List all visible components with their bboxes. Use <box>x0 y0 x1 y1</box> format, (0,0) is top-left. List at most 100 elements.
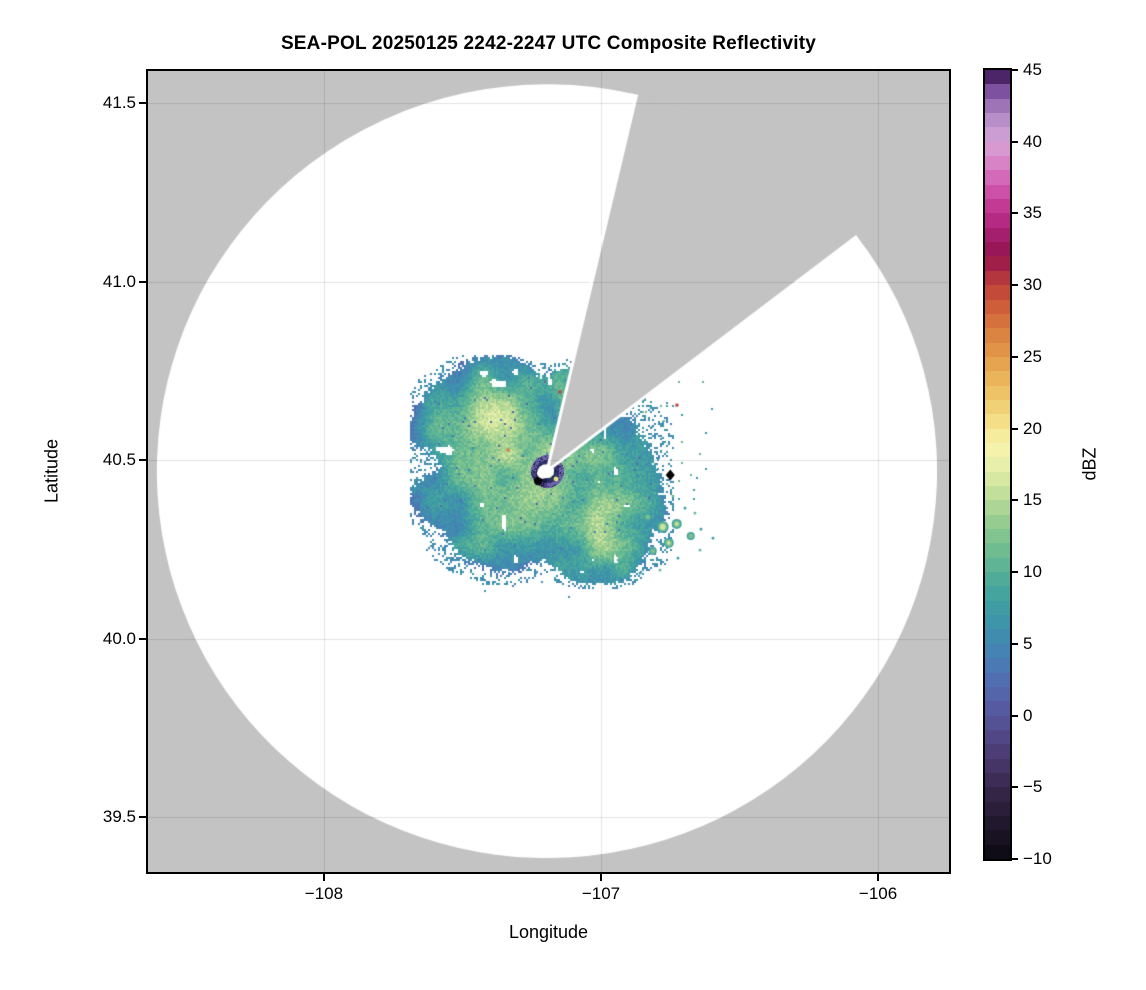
colorbar-band <box>985 845 1010 859</box>
colorbar-band <box>985 529 1010 543</box>
colorbar <box>983 68 1012 861</box>
colorbar-label: dBZ <box>1079 447 1100 481</box>
colorbar-tick-label: 30 <box>1023 275 1042 295</box>
colorbar-tick <box>1012 642 1018 645</box>
colorbar-band <box>985 457 1010 472</box>
x-tick-label: −106 <box>858 884 898 903</box>
colorbar-band <box>985 716 1010 730</box>
colorbar-band <box>985 99 1010 113</box>
colorbar-band <box>985 773 1010 787</box>
colorbar-tick-label: 10 <box>1023 562 1042 582</box>
x-tick <box>877 874 880 881</box>
colorbar-tick <box>1012 284 1018 287</box>
colorbar-band <box>985 802 1010 816</box>
page-title: SEA-POL 20250125 2242-2247 UTC Composite… <box>280 33 817 54</box>
colorbar-band <box>985 242 1010 256</box>
colorbar-band <box>985 629 1010 644</box>
colorbar-band <box>985 443 1010 457</box>
colorbar-tick-label: 40 <box>1023 131 1042 151</box>
colorbar-tick-label: 35 <box>1023 203 1042 223</box>
colorbar-tick-label: 15 <box>1023 490 1042 510</box>
colorbar-tick <box>1012 355 1018 358</box>
colorbar-band <box>985 142 1010 156</box>
x-tick-label: −107 <box>581 884 621 903</box>
colorbar-band <box>985 328 1010 343</box>
colorbar-band <box>985 199 1010 213</box>
colorbar-band <box>985 414 1010 429</box>
colorbar-band <box>985 543 1010 558</box>
y-tick <box>139 102 146 105</box>
colorbar-band <box>985 386 1010 400</box>
colorbar-tick <box>1012 427 1018 430</box>
y-tick <box>139 816 146 819</box>
colorbar-band <box>985 371 1010 386</box>
colorbar-band <box>985 343 1010 357</box>
colorbar-tick-label: 25 <box>1023 346 1042 366</box>
colorbar-band <box>985 658 1010 673</box>
colorbar-band <box>985 271 1010 285</box>
colorbar-tick-label: 20 <box>1023 418 1042 438</box>
colorbar-band <box>985 500 1010 515</box>
colorbar-band <box>985 256 1010 271</box>
colorbar-band <box>985 314 1010 328</box>
colorbar-tick-label: −5 <box>1023 777 1043 797</box>
colorbar-band <box>985 285 1010 300</box>
colorbar-tick-label: 0 <box>1023 705 1033 725</box>
plot-area <box>146 69 951 874</box>
colorbar-band <box>985 615 1010 629</box>
colorbar-tick <box>1012 140 1018 143</box>
colorbar-band <box>985 601 1010 615</box>
reflectivity-map-canvas <box>148 71 949 872</box>
colorbar-band <box>985 113 1010 127</box>
y-tick-label: 41.5 <box>102 93 136 113</box>
colorbar-band <box>985 687 1010 701</box>
colorbar-band <box>985 730 1010 744</box>
y-tick <box>139 637 146 640</box>
x-axis-label: Longitude <box>508 922 589 942</box>
colorbar-band <box>985 300 1010 314</box>
y-tick-label: 40.5 <box>102 450 136 470</box>
colorbar-tick <box>1012 69 1018 71</box>
colorbar-band <box>985 759 1010 773</box>
colorbar-band <box>985 644 1010 658</box>
colorbar-band <box>985 213 1010 228</box>
x-tick <box>322 874 325 881</box>
colorbar-tick <box>1012 714 1018 717</box>
colorbar-band <box>985 515 1010 529</box>
x-tick <box>600 874 602 881</box>
colorbar-tick <box>1012 571 1018 574</box>
colorbar-band <box>985 228 1010 242</box>
colorbar-band <box>985 185 1010 199</box>
colorbar-band <box>985 127 1010 142</box>
colorbar-band <box>985 586 1010 601</box>
colorbar-band <box>985 701 1010 716</box>
colorbar-tick <box>1012 212 1018 215</box>
colorbar-band <box>985 787 1010 802</box>
colorbar-band <box>985 84 1010 99</box>
colorbar-band <box>985 357 1010 371</box>
colorbar-band <box>985 170 1010 185</box>
colorbar-band <box>985 429 1010 443</box>
colorbar-tick-label: 5 <box>1023 633 1033 653</box>
colorbar-band <box>985 558 1010 572</box>
colorbar-band <box>985 830 1010 845</box>
colorbar-band <box>985 673 1010 687</box>
colorbar-band <box>985 744 1010 759</box>
colorbar-tick <box>1012 786 1018 789</box>
y-tick-label: 40.0 <box>102 628 136 648</box>
colorbar-tick-label: 45 <box>1023 60 1042 79</box>
colorbar-band <box>985 400 1010 414</box>
colorbar-band <box>985 472 1010 486</box>
colorbar-tick <box>1012 499 1018 502</box>
y-tick <box>139 280 146 283</box>
y-axis-label: Latitude <box>41 438 62 504</box>
colorbar-band <box>985 572 1010 586</box>
colorbar-band <box>985 816 1010 830</box>
y-tick-label: 41.0 <box>102 271 136 291</box>
y-tick-label: 39.5 <box>102 807 136 827</box>
colorbar-tick-label: −10 <box>1023 849 1052 868</box>
colorbar-band <box>985 156 1010 170</box>
colorbar-tick <box>1012 858 1018 860</box>
y-tick <box>139 459 146 462</box>
